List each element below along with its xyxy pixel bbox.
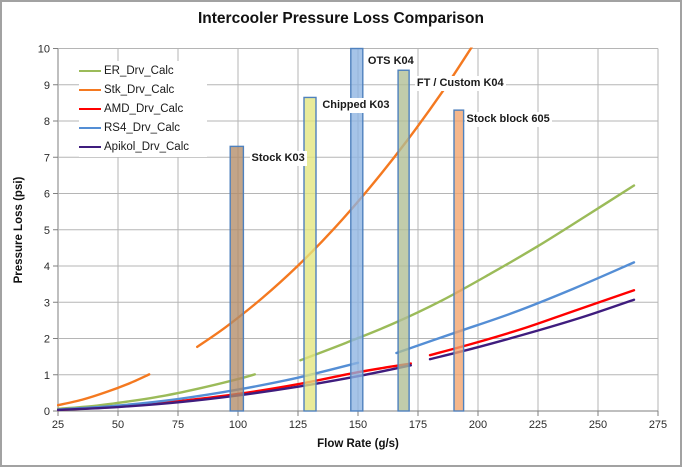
- legend-label: Apikol_Drv_Calc: [104, 141, 190, 153]
- legend: ER_Drv_Calc Stk_Drv_Calc AMD_Drv_Calc RS4_D…: [79, 61, 207, 157]
- legend-line-swatch: [79, 145, 101, 149]
- bar-label: Stock K03: [249, 151, 307, 167]
- bar-label: Chipped K03: [320, 97, 392, 113]
- y-tick-label: 7: [44, 152, 50, 164]
- legend-line-swatch: [79, 69, 101, 73]
- legend-item: ER_Drv_Calc: [79, 62, 207, 81]
- x-tick-label: 100: [229, 419, 247, 431]
- series-line-ER_Drv_Calc: [299, 184, 636, 362]
- legend-line-swatch: [79, 88, 101, 92]
- x-axis-title: Flow Rate (g/s): [317, 438, 399, 450]
- x-tick-label: 25: [52, 419, 64, 431]
- y-tick-label: 2: [44, 334, 50, 346]
- legend-label: AMD_Drv_Calc: [104, 103, 184, 115]
- legend-label: Stk_Drv_Calc: [104, 84, 175, 96]
- legend-item: RS4_Drv_Calc: [79, 119, 207, 138]
- y-tick-label: 9: [44, 80, 50, 92]
- y-axis-title: Pressure Loss (psi): [13, 176, 25, 284]
- y-tick-label: 6: [44, 189, 50, 201]
- y-tick-label: 3: [44, 297, 50, 309]
- legend-item: Apikol_Drv_Calc: [79, 138, 207, 157]
- legend-line-swatch: [79, 126, 101, 130]
- legend-item: AMD_Drv_Calc: [79, 100, 207, 119]
- legend-line-swatch: [79, 107, 101, 111]
- x-tick-label: 250: [589, 419, 607, 431]
- bar-label: OTS K04: [365, 54, 416, 70]
- x-tick-label: 125: [289, 419, 307, 431]
- y-tick-label: 4: [44, 261, 50, 273]
- y-tick-label: 10: [38, 44, 50, 56]
- y-tick-label: 1: [44, 370, 50, 382]
- x-tick-label: 175: [409, 419, 427, 431]
- marker-bar: [453, 109, 465, 412]
- marker-bar: [350, 47, 364, 412]
- x-tick-label: 150: [349, 419, 367, 431]
- legend-label: RS4_Drv_Calc: [104, 122, 181, 134]
- y-tick-label: 8: [44, 116, 50, 128]
- y-tick-label: 0: [44, 406, 50, 418]
- x-tick-label: 225: [529, 419, 547, 431]
- x-tick-label: 200: [469, 419, 487, 431]
- x-tick-label: 275: [649, 419, 667, 431]
- x-tick-label: 50: [112, 419, 124, 431]
- series-line-Stk_Drv_Calc: [57, 373, 151, 407]
- marker-bar: [397, 69, 410, 412]
- series-line-RS4_Drv_Calc: [395, 261, 636, 355]
- legend-label: ER_Drv_Calc: [104, 65, 174, 77]
- marker-bar: [229, 145, 245, 412]
- series-line-RS4_Drv_Calc: [57, 361, 360, 411]
- chart-title: Intercooler Pressure Loss Comparison: [198, 10, 484, 27]
- legend-item: Stk_Drv_Calc: [79, 81, 207, 100]
- marker-bar: [303, 96, 317, 412]
- bar-label: FT / Custom K04: [414, 76, 506, 92]
- y-tick-label: 5: [44, 225, 50, 237]
- bar-label: Stock block 605: [464, 111, 552, 127]
- x-tick-label: 75: [172, 419, 184, 431]
